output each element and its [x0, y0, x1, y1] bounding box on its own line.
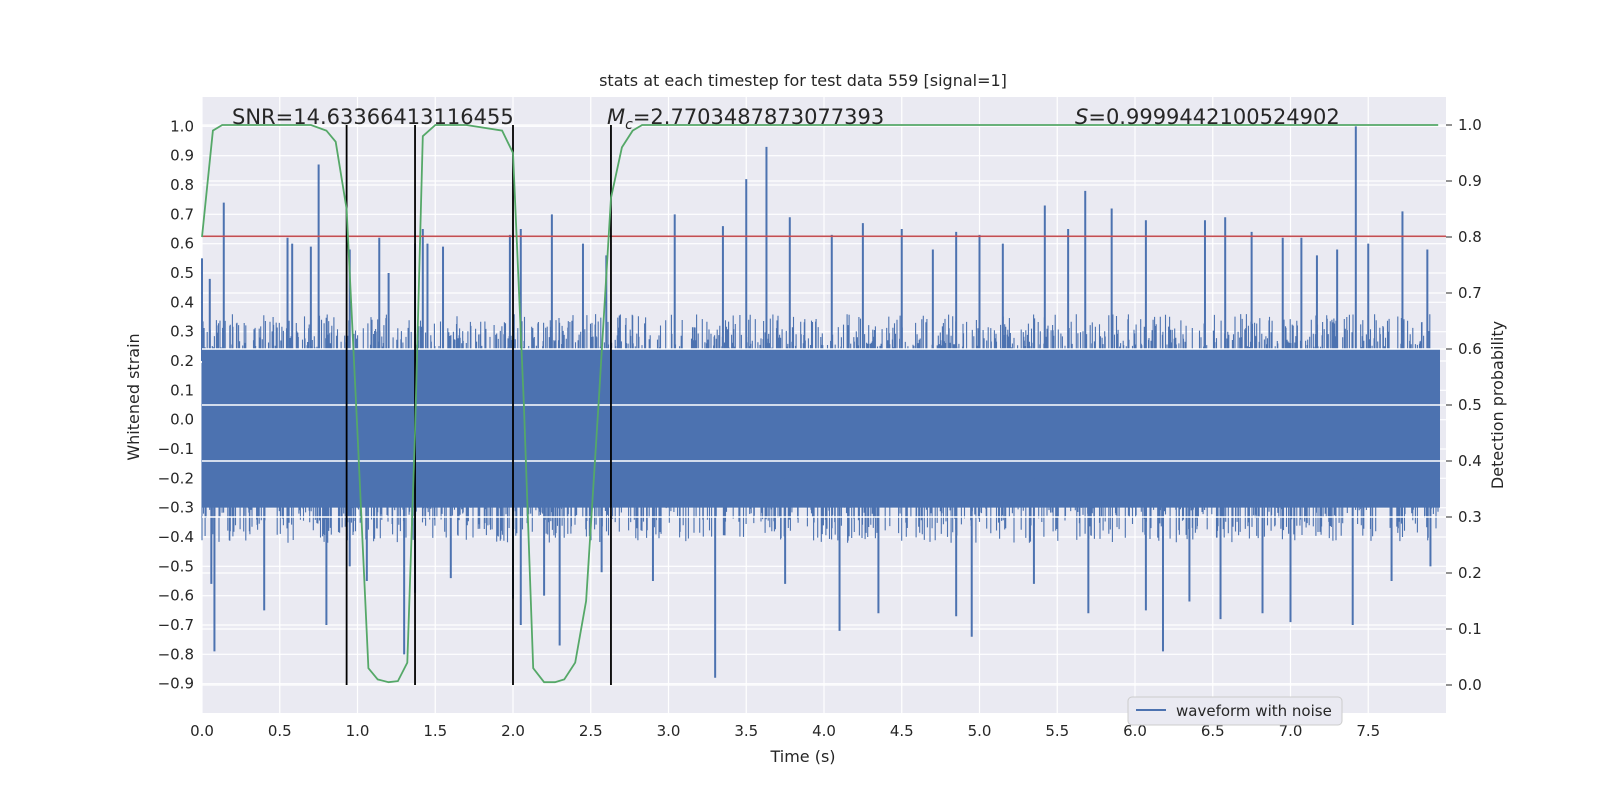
y-left-tick-label: 0.3 — [170, 323, 194, 341]
x-tick-label: 0.0 — [190, 722, 214, 740]
x-tick-label: 3.0 — [657, 722, 681, 740]
y-axis-right-label: Detection probability — [1488, 321, 1507, 489]
x-tick-label: 5.0 — [968, 722, 992, 740]
probability-line — [201, 124, 1439, 684]
score-value: =0.9999442100524902 — [1088, 105, 1339, 129]
y-right-tick-label: 1.0 — [1458, 116, 1482, 134]
x-tick-label: 2.5 — [579, 722, 603, 740]
snr-annotation: SNR=14.63366413116455 — [232, 105, 514, 129]
x-tick-label: 1.0 — [346, 722, 370, 740]
legend: waveform with noise — [1127, 696, 1343, 726]
y-right-tick-label: 0.5 — [1458, 396, 1482, 414]
y-left-tick-label: −0.4 — [158, 528, 194, 546]
y-right-tick-label: 0.1 — [1458, 620, 1482, 638]
y-left-tick-label: −0.6 — [158, 587, 194, 605]
chirp-mass-annotation: Mc=2.7703487873077393 — [607, 105, 884, 133]
y-left-tick-label: 0.8 — [170, 176, 194, 194]
x-tick-label: 6.5 — [1201, 722, 1225, 740]
x-tick-label: 1.5 — [423, 722, 447, 740]
tick-labels: 0.0 0.5 1.0 1.5 2.0 2.5 3.0 3.5 4.0 4.5 5.0 5.5 6.0 6… — [158, 116, 1482, 740]
chirp-mass-subscript: c — [625, 117, 633, 133]
waveform-dense-band — [202, 349, 1440, 508]
y-left-tick-label: −0.3 — [158, 499, 194, 517]
legend-box — [1127, 696, 1343, 726]
y-right-tick-label: 0.4 — [1458, 452, 1482, 470]
y-right-tick-label: 0.7 — [1458, 284, 1482, 302]
y-left-tick-label: 0.5 — [170, 264, 194, 282]
legend-label-waveform: waveform with noise — [1176, 702, 1332, 720]
y-right-tick-label: 0.9 — [1458, 172, 1482, 190]
y-left-tick-label: 0.9 — [170, 147, 194, 165]
y-right-tick-label: 0.3 — [1458, 508, 1482, 526]
chirp-mass-symbol: M — [607, 105, 625, 129]
x-tick-label: 6.0 — [1123, 722, 1147, 740]
x-tick-label: 7.5 — [1356, 722, 1380, 740]
waveform-series — [201, 126, 1446, 678]
x-tick-label: 5.5 — [1045, 722, 1069, 740]
y-axis-left-label: Whitened strain — [124, 333, 143, 460]
x-tick-label: 4.0 — [812, 722, 836, 740]
y-right-tick-label: 0.8 — [1458, 228, 1482, 246]
x-tick-label: 7.0 — [1279, 722, 1303, 740]
score-annotation: S=0.9999442100524902 — [1075, 105, 1340, 129]
score-symbol: S — [1075, 105, 1088, 129]
y-left-tick-label: −0.7 — [158, 616, 194, 634]
y-left-tick-label: 0.0 — [170, 411, 194, 429]
y-left-tick-label: 0.2 — [170, 352, 194, 370]
y-left-tick-label: −0.9 — [158, 675, 194, 693]
y-left-tick-label: −0.2 — [158, 469, 194, 487]
x-tick-label: 0.5 — [268, 722, 292, 740]
y-left-tick-label: 0.7 — [170, 205, 194, 223]
y-left-tick-label: 0.4 — [170, 293, 194, 311]
chart-title: stats at each timestep for test data 559… — [599, 71, 1007, 90]
y-left-tick-label: 0.1 — [170, 381, 194, 399]
y-left-tick-label: −0.5 — [158, 557, 194, 575]
y-left-tick-label: 1.0 — [170, 117, 194, 135]
probability-series — [201, 124, 1439, 684]
y-right-tick-label: 0.6 — [1458, 340, 1482, 358]
y-left-tick-label: −0.8 — [158, 645, 194, 663]
x-axis-label: Time (s) — [769, 747, 835, 766]
chirp-mass-value: =2.7703487873077393 — [633, 105, 884, 129]
y-left-tick-label: 0.6 — [170, 235, 194, 253]
x-tick-label: 4.5 — [890, 722, 914, 740]
y-right-tick-label: 0.2 — [1458, 564, 1482, 582]
y-right-tick-label: 0.0 — [1458, 676, 1482, 694]
x-tick-label: 3.5 — [734, 722, 758, 740]
y-left-tick-label: −0.1 — [158, 440, 194, 458]
x-tick-label: 2.0 — [501, 722, 525, 740]
